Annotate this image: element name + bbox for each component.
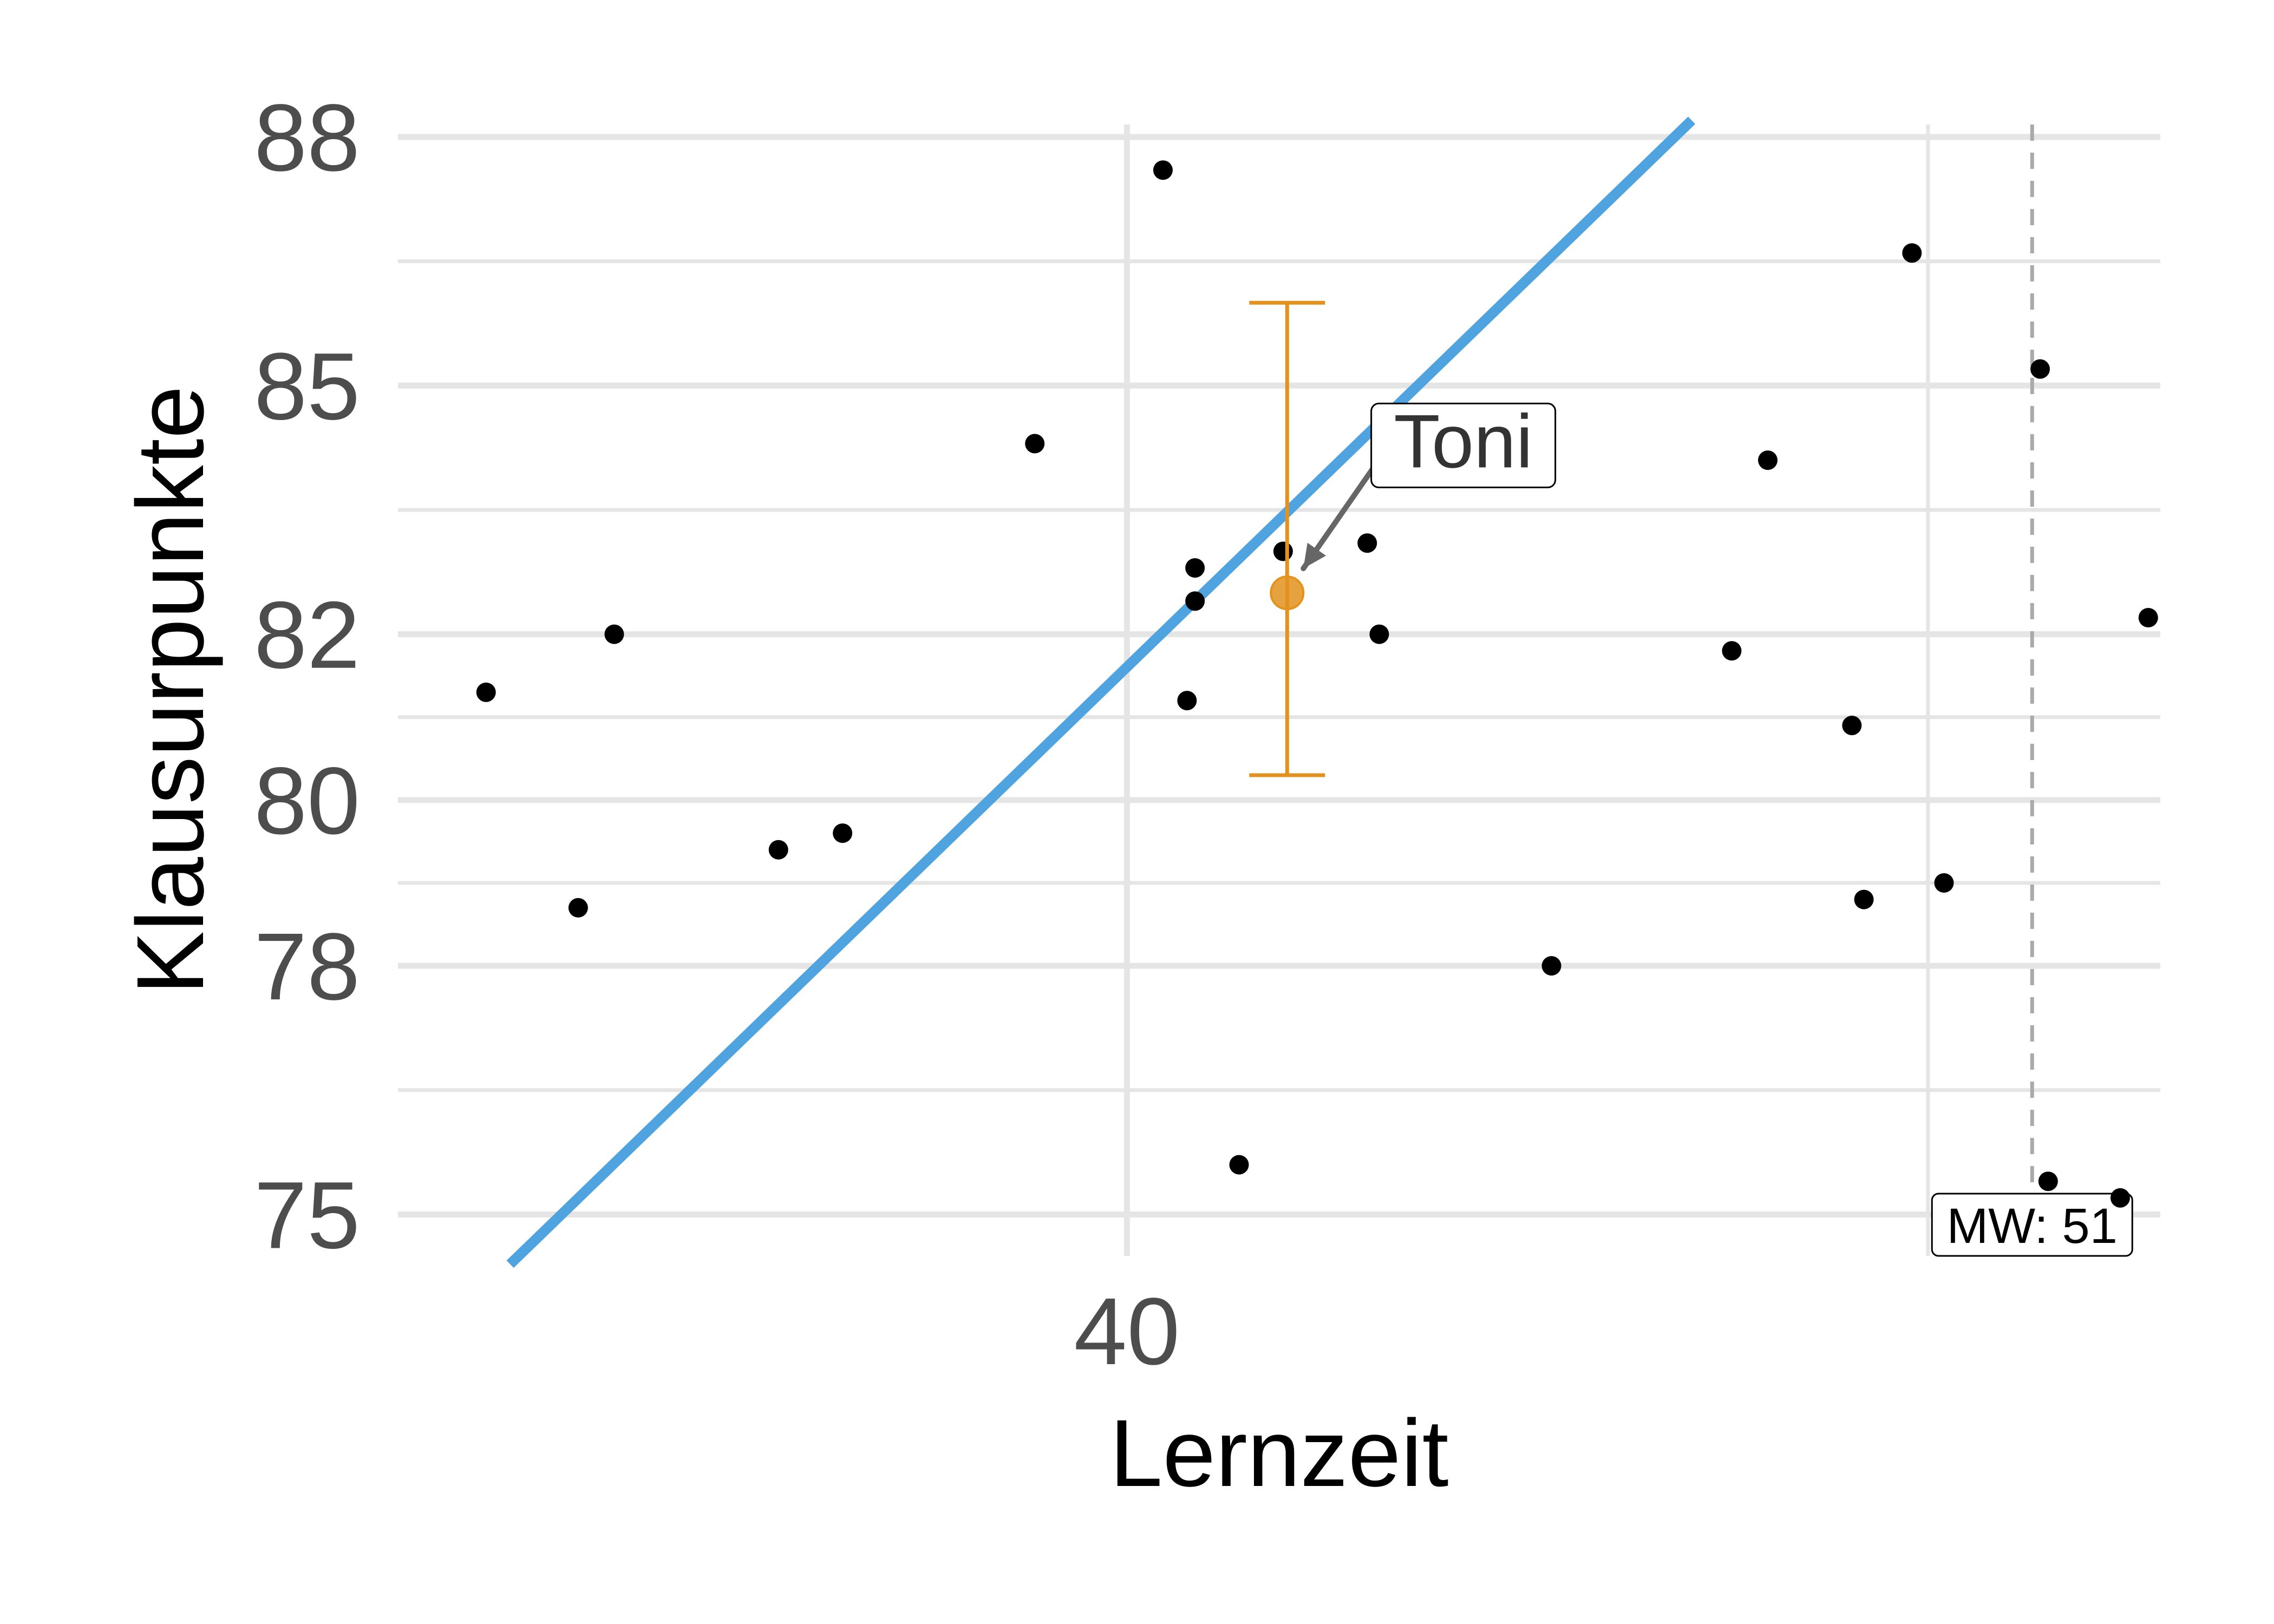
data-point (604, 624, 624, 644)
y-tick-label: 82 (254, 582, 360, 689)
regression-line-group (506, 116, 1696, 1268)
annotation-arrowhead (1303, 542, 1327, 569)
data-point (1541, 956, 1561, 976)
x-axis-title: Lernzeit (1109, 1400, 1448, 1507)
mean-line-group: MW: 51 (1931, 125, 2133, 1257)
regression-line (506, 116, 1696, 1268)
data-point (2138, 608, 2158, 628)
y-tick-label: 88 (254, 85, 360, 191)
data-point (833, 823, 853, 843)
data-point (1934, 873, 1954, 893)
y-tick-label: 85 (254, 333, 360, 440)
y-tick-label: 80 (254, 748, 360, 854)
data-points (476, 160, 2158, 1208)
data-point (1229, 1155, 1249, 1175)
y-tick-label: 75 (254, 1162, 360, 1268)
data-point (476, 682, 496, 702)
data-point (1177, 691, 1197, 711)
annotation-label: Toni (1394, 398, 1533, 483)
data-point (1722, 641, 1742, 661)
highlight-group: Toni (1249, 300, 1557, 777)
data-point (1854, 889, 1874, 909)
highlight-point (1270, 575, 1305, 611)
data-point (1842, 716, 1862, 736)
data-point (1369, 624, 1389, 644)
data-point (568, 898, 588, 918)
data-point (1153, 160, 1173, 180)
data-point (1758, 450, 1778, 470)
x-tick-label: 40 (1074, 1279, 1180, 1385)
mean-label-box (1931, 1193, 2133, 1257)
data-point (768, 840, 788, 860)
data-point (2030, 359, 2050, 379)
tick-labels: 75 78 80 82 85 88 40 (254, 85, 1180, 1385)
data-point (1273, 541, 1293, 561)
data-point (1185, 591, 1205, 611)
grid (398, 125, 2160, 1256)
y-tick-label: 78 (254, 914, 360, 1020)
data-point (1357, 533, 1377, 553)
data-point (1902, 243, 1922, 263)
data-point (2038, 1171, 2058, 1191)
data-point (1025, 434, 1045, 454)
mean-label: MW: 51 (1947, 1199, 2118, 1254)
y-axis-title: Klausurpunkte (117, 385, 224, 994)
data-point (1185, 558, 1205, 578)
data-point (2110, 1188, 2131, 1208)
annotation-label-box (1370, 402, 1557, 488)
